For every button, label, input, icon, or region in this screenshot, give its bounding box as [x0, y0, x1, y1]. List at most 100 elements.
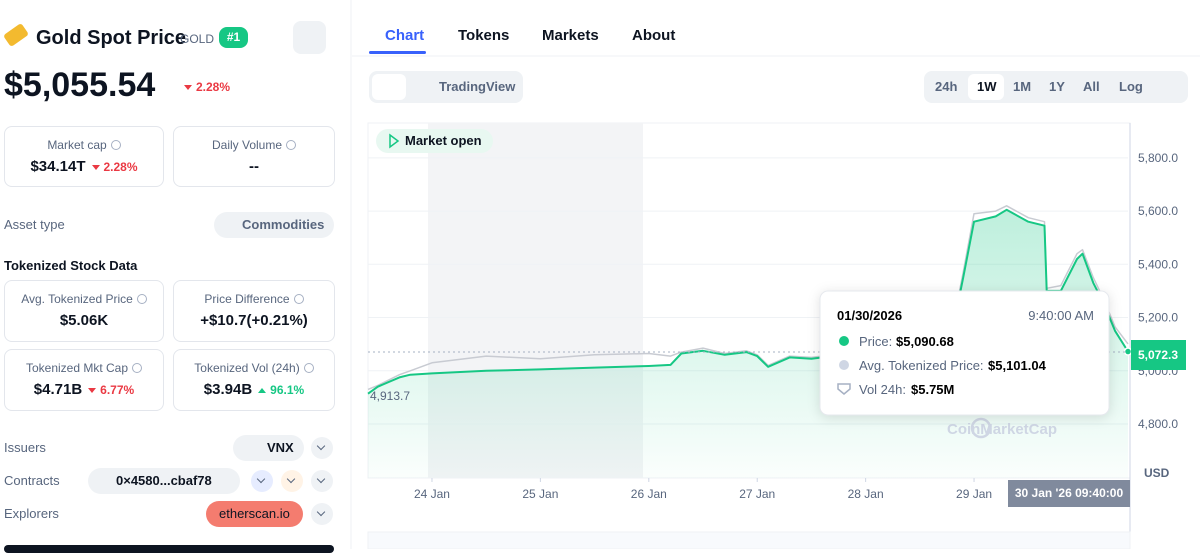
issuer-value: VNX	[267, 440, 294, 455]
stat-label-text: Tokenized Vol (24h)	[194, 361, 300, 375]
tooltip-label: Avg. Tokenized Price:	[859, 358, 984, 373]
explorer-value: etherscan.io	[219, 506, 290, 521]
wallet-icon[interactable]	[251, 470, 273, 492]
x-tick-label: 26 Jan	[631, 487, 667, 501]
range-button[interactable]: 1W	[977, 79, 997, 94]
stat-label-text: Price Difference	[204, 292, 290, 306]
range-button[interactable]: 1M	[1013, 79, 1032, 94]
stat-value: --	[249, 158, 259, 175]
stat-label-text: Avg. Tokenized Price	[21, 292, 133, 306]
contract-value: 0×4580...cbaf78	[116, 473, 212, 488]
stat-card: Tokenized Mkt Cap $4.71B 6.77%	[4, 349, 164, 411]
link-label: Issuers	[4, 440, 46, 455]
crosshair-label: 30 Jan '26 09:40:00	[1015, 486, 1124, 500]
stat-label-text: Daily Volume	[211, 138, 283, 152]
tooltip: 01/30/2026 9:40:00 AM Price: $5,090.68 A…	[819, 290, 1110, 416]
tooltip-date: 01/30/2026	[837, 308, 902, 323]
info-icon	[110, 140, 121, 150]
asset-name: Gold Spot Price	[36, 27, 187, 49]
asset-type-label: Asset type	[4, 217, 65, 232]
stat-label: Price Difference	[174, 292, 334, 306]
price: $5,055.54	[4, 66, 156, 104]
price-change: 2.28%	[178, 80, 230, 94]
x-tick-label: 29 Jan	[956, 487, 992, 501]
stat-label: Daily Volume	[174, 138, 334, 152]
tooltip-time: 9:40:00 AM	[1028, 308, 1094, 323]
info-icon	[286, 140, 297, 150]
stat-value: $3.94B 96.1%	[174, 381, 334, 398]
share-button[interactable]	[293, 21, 326, 54]
down-arrow	[184, 85, 192, 90]
stat-value: $5.06K	[59, 312, 109, 329]
stat-card: Avg. Tokenized Price $5.06K	[4, 280, 164, 342]
active-range-bg	[968, 74, 1004, 100]
x-tick-label: 25 Jan	[522, 487, 558, 501]
stat-label: Market cap	[5, 138, 163, 152]
tooltip-dot	[839, 336, 849, 346]
line-mode-button[interactable]	[372, 74, 406, 100]
status-pill	[376, 129, 493, 153]
stat-change: 2.28%	[103, 160, 138, 174]
y-tick-label: 5,200.0	[1138, 311, 1178, 325]
tooltip-value: $5.75M	[911, 382, 954, 397]
y-tick-label: 5,600.0	[1138, 204, 1178, 218]
stat-card: Market cap $34.14T 2.28%	[4, 126, 164, 187]
stat-value: +$10.7(+0.21%)	[200, 312, 308, 329]
tooltip-vol-icon	[837, 383, 851, 395]
price-change-value: 2.28%	[196, 80, 231, 94]
info-icon	[136, 294, 147, 304]
y-tick-label: 5,400.0	[1138, 257, 1178, 271]
last-price-box	[1131, 340, 1186, 370]
info-icon	[293, 294, 304, 304]
section-title: Tokenized Stock Data	[4, 258, 138, 273]
watermark: CoinMarketCap	[947, 421, 1057, 438]
tradingview-button[interactable]: TradingView	[439, 79, 516, 94]
bottom-button[interactable]	[4, 545, 334, 553]
x-tick-label: 24 Jan	[414, 487, 450, 501]
range-button[interactable]: All	[1083, 79, 1100, 94]
x-tick-label: 27 Jan	[739, 487, 775, 501]
tab[interactable]: Chart	[385, 27, 425, 44]
metamask-icon[interactable]	[281, 470, 303, 492]
stat-value-text: $4.71B	[33, 381, 83, 398]
tab[interactable]: Tokens	[458, 27, 510, 44]
asset-type-pill[interactable]: Commodities	[214, 212, 335, 238]
stat-change: 96.1%	[270, 383, 305, 397]
issuer-pill[interactable]: VNX	[233, 435, 304, 461]
tooltip-value: $5,101.04	[988, 358, 1047, 373]
stat-value-text: $3.94B	[203, 381, 253, 398]
low-label: 4,913.7	[370, 389, 410, 403]
stat-label: Tokenized Vol (24h)	[174, 361, 334, 375]
expand-button[interactable]	[311, 503, 333, 525]
stat-label-text: Tokenized Mkt Cap	[25, 361, 129, 375]
link-label: Explorers	[4, 506, 59, 521]
stat-label: Avg. Tokenized Price	[5, 292, 163, 306]
rank-badge: #1	[219, 27, 248, 48]
stat-value: $4.71B 6.77%	[5, 381, 163, 398]
currency: USD	[1144, 466, 1170, 480]
stat-value-text: $34.14T	[30, 158, 86, 175]
last-point	[1123, 347, 1133, 356]
tooltip-label: Price:	[859, 334, 892, 349]
tab[interactable]: Markets	[542, 27, 599, 44]
tab[interactable]: About	[632, 27, 676, 44]
stat-card: Daily Volume --	[173, 126, 335, 187]
tooltip-box	[819, 290, 1110, 416]
explorer-pill[interactable]: etherscan.io	[206, 501, 303, 527]
contract-pill[interactable]: 0×4580...cbaf78	[88, 468, 240, 494]
range-button[interactable]: Log	[1119, 79, 1143, 94]
tooltip-dot	[839, 360, 849, 370]
down-arrow	[88, 388, 97, 393]
range-button[interactable]: 24h	[935, 79, 958, 94]
expand-button[interactable]	[311, 437, 333, 459]
down-arrow	[91, 165, 100, 170]
asset-symbol: GOLD	[180, 32, 215, 46]
watermark-logo	[970, 417, 992, 439]
y-tick-label: 4,800.0	[1138, 417, 1178, 431]
x-tick-label: 28 Jan	[848, 487, 884, 501]
expand-button[interactable]	[311, 470, 333, 492]
stat-card: Price Difference +$10.7(+0.21%)	[173, 280, 335, 342]
range-button[interactable]: 1Y	[1049, 79, 1065, 94]
